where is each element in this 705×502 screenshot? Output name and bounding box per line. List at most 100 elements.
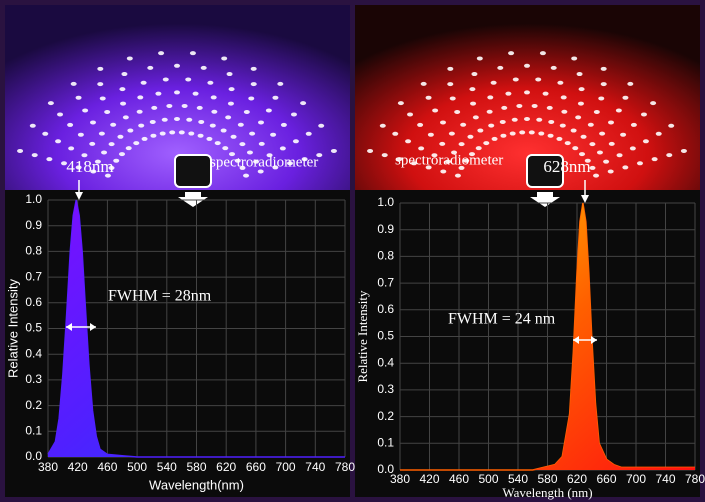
y-tick-label: 0.5 [377,329,394,343]
chart-panel [355,190,700,497]
led [251,67,257,71]
x-tick-label: 500 [127,460,147,474]
led [280,146,286,150]
led [477,129,483,133]
y-tick-label: 0.8 [25,244,42,258]
led [637,161,643,165]
led [449,132,455,136]
led [565,141,571,145]
led [367,149,373,153]
led [46,157,52,161]
led [17,149,23,153]
led [300,101,306,105]
led [470,102,476,106]
x-tick-label: 780 [685,472,705,486]
y-tick-label: 0.7 [25,269,42,283]
y-tick-label: 0.3 [377,382,394,396]
led [211,95,217,99]
led [110,123,116,127]
led [291,112,297,116]
led [155,92,161,96]
led [97,67,103,71]
led [101,151,107,155]
led [197,106,203,110]
led [150,120,156,124]
y-tick-label: 0.1 [377,435,394,449]
y-tick-label: 0.2 [377,409,394,423]
x-tick-label: 460 [449,472,469,486]
led [538,132,544,136]
led [516,104,522,108]
led [227,72,233,76]
led [113,159,119,163]
led [608,120,614,124]
x-tick-label: 620 [216,460,236,474]
led [588,123,594,127]
led [440,170,446,174]
led [100,96,106,100]
y-tick-label: 0.4 [25,346,42,360]
led [524,90,530,94]
led [231,135,237,139]
led [392,132,398,136]
led [491,81,497,85]
led [439,142,445,146]
led [608,170,614,174]
x-tick-label: 500 [478,472,498,486]
led [147,66,153,70]
peak-label: 628nm [543,157,590,176]
x-tick-label: 740 [305,460,325,474]
led [120,102,126,106]
led [599,132,605,136]
led [551,66,557,70]
led [609,142,615,146]
led [306,132,312,136]
led [620,133,626,137]
led [579,87,585,91]
led [622,165,628,169]
led [158,51,164,55]
y-tick-label: 0.9 [25,218,42,232]
led [492,137,498,141]
peak-label: 418nm [66,157,113,176]
led [137,95,143,99]
y-tick-label: 0.7 [377,275,394,289]
led [76,96,82,100]
led [270,133,276,137]
led [57,112,63,116]
led [631,123,637,127]
led [561,110,567,114]
fwhm-label: FWHM = 28nm [108,288,212,305]
led [331,149,337,153]
led [547,106,553,110]
y-tick-label: 0.1 [25,423,42,437]
led [581,135,587,139]
y-tick-label: 1.0 [377,195,394,209]
y-axis-title: Relative Intensity [5,279,20,378]
led [225,115,231,119]
led [97,82,103,86]
led [198,134,204,138]
fwhm-label: FWHM = 24 nm [448,311,556,328]
led [228,102,234,106]
led [617,153,623,157]
x-tick-label: 540 [157,460,177,474]
led [119,87,125,91]
led [210,124,216,128]
led [459,142,465,146]
led [104,110,110,114]
led [407,112,413,116]
x-tick-label: 420 [419,472,439,486]
led [508,51,514,55]
led [603,160,609,164]
x-tick-label: 700 [276,460,296,474]
led [512,118,518,122]
led [201,66,207,70]
led [126,146,132,150]
led [540,51,546,55]
led [487,95,493,99]
led [162,118,168,122]
led [455,174,461,178]
led [190,51,196,55]
led [513,78,519,82]
